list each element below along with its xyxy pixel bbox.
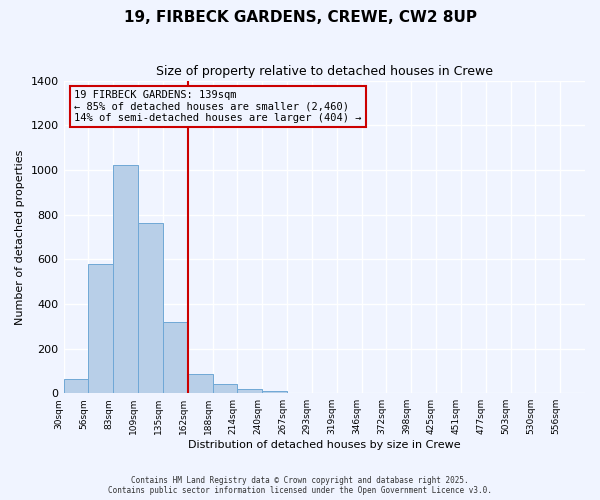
Bar — [212, 384, 238, 393]
X-axis label: Distribution of detached houses by size in Crewe: Distribution of detached houses by size … — [188, 440, 461, 450]
Title: Size of property relative to detached houses in Crewe: Size of property relative to detached ho… — [156, 65, 493, 78]
Bar — [188, 374, 212, 393]
Text: Contains HM Land Registry data © Crown copyright and database right 2025.
Contai: Contains HM Land Registry data © Crown c… — [108, 476, 492, 495]
Text: 19, FIRBECK GARDENS, CREWE, CW2 8UP: 19, FIRBECK GARDENS, CREWE, CW2 8UP — [124, 10, 476, 25]
Bar — [138, 224, 163, 393]
Y-axis label: Number of detached properties: Number of detached properties — [15, 149, 25, 324]
Bar — [262, 392, 287, 393]
Bar — [88, 264, 113, 393]
Text: 19 FIRBECK GARDENS: 139sqm
← 85% of detached houses are smaller (2,460)
14% of s: 19 FIRBECK GARDENS: 139sqm ← 85% of deta… — [74, 90, 361, 123]
Bar — [64, 378, 88, 393]
Bar — [238, 388, 262, 393]
Bar — [113, 166, 138, 393]
Bar — [163, 322, 188, 393]
